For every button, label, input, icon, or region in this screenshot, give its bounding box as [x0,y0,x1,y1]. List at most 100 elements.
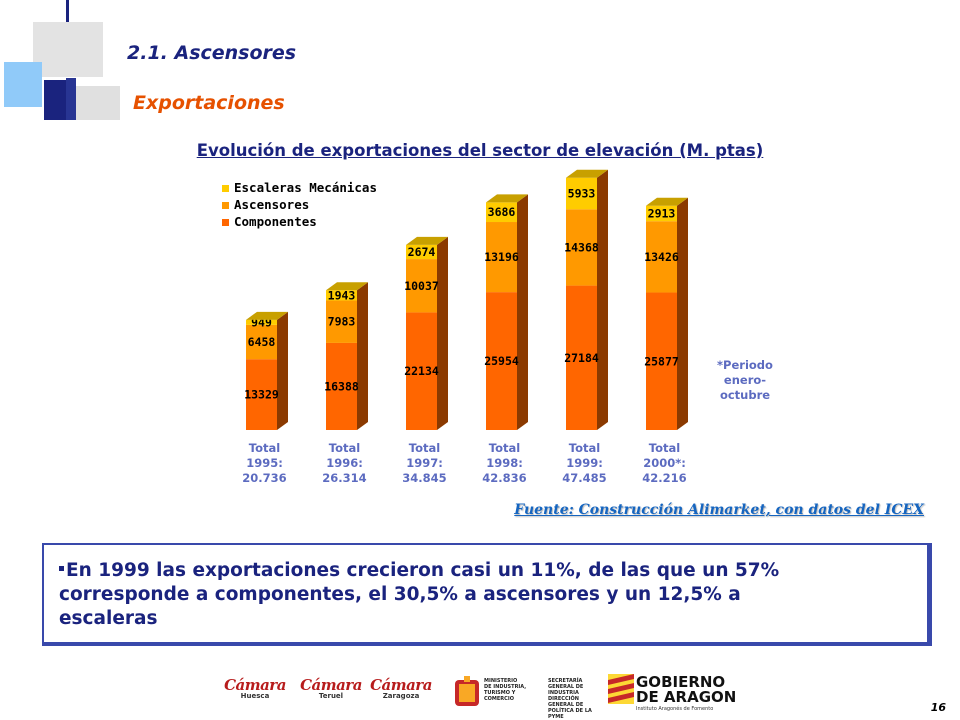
summary-line-1-text: En 1999 las exportaciones crecieron casi… [66,560,780,581]
bar-top-1999 [566,169,608,178]
legend-entry: Ascensores [234,197,309,212]
bar-escaleras-mecánicas-1997 [406,244,437,260]
total-label-line2: 1995: [246,456,283,470]
total-label-line3: 34.845 [402,471,447,485]
bar-side-1997 [437,236,448,430]
data-label: 13329 [244,388,279,402]
data-label: 25954 [484,354,519,368]
total-label-line2: 1998: [486,456,523,470]
data-label: 2674 [408,245,436,259]
data-label: 27184 [564,351,599,365]
period-note-line2: enero- [723,373,767,387]
data-label: 14368 [564,240,599,254]
bar-ascensores-1998 [486,222,517,293]
section-subtitle: Exportaciones [133,92,285,114]
aragon-line2: DE ARAGON [636,688,737,706]
data-label: 3686 [488,205,516,219]
total-label-line3: 42.216 [642,471,687,485]
footer-logos: Cámara Huesca Cámara Teruel Cámara Zarag… [220,672,920,720]
aragon-flag-icon [608,674,634,704]
data-label: 2913 [648,206,676,220]
bar-top-1997 [406,236,448,245]
bar-escaleras-mecánicas-1999 [566,177,597,210]
legend-swatch [222,219,229,226]
total-label: Total 1997: 34.845 [385,441,465,486]
bar-escaleras-mecánicas-1998 [486,202,517,223]
camara-zaragoza-logo: Cámara Zaragoza [366,676,436,700]
data-label: 13196 [484,250,519,264]
bar-componentes-1998 [486,292,517,430]
bar-ascensores-1999 [566,209,597,286]
period-note-line3: octubre [719,388,771,402]
bar-side-1996 [357,282,368,430]
data-label: 7983 [328,315,356,329]
total-label-line3: 26.314 [322,471,367,485]
period-note: *Periodo enero- octubre [700,358,790,403]
total-label: Total 1995: 20.736 [225,441,305,486]
ministry-line: DIRECCIÓN GENERAL DE [548,696,584,708]
total-label: Total 1998: 42.836 [465,441,545,486]
data-label: 13426 [644,250,679,264]
summary-box: En 1999 las exportaciones crecieron casi… [42,543,932,646]
ministry-line: INDUSTRIA [548,690,579,696]
data-label: 10037 [404,279,439,293]
ministry-line: POLÍTICA DE LA PYME [548,708,592,720]
camara-city: Zaragoza [382,692,420,700]
ministry-text-secondary: SECRETARÍA GENERAL DE INDUSTRIA DIRECCIÓ… [548,678,600,720]
total-label: Total 2000*: 42.216 [625,441,705,486]
camara-city: Teruel [318,692,344,700]
bar-ascensores-2000* [646,221,677,293]
gobierno-aragon-logo: GOBIERNO DE ARAGON Instituto Aragonés de… [608,674,768,714]
bar-side-2000* [677,197,688,430]
page-number: 16 [930,701,946,714]
total-label-line2: 1999: [566,456,603,470]
ministry-line: COMERCIO [484,696,514,702]
period-note-line1: *Periodo [717,358,773,372]
data-label: 25877 [644,354,679,368]
bar-ascensores-1997 [406,259,437,313]
stacked-bar-chart: 1332964589491638879831943221341003726742… [222,169,688,430]
ministry-line: DE INDUSTRIA, [484,684,527,690]
bar-componentes-1995 [246,359,277,430]
aragon-line1: GOBIERNO [636,673,726,691]
source-note: Fuente: Construcción Alimarket, con dato… [514,502,924,518]
data-label: 1943 [328,288,356,302]
total-label-line1: Total [248,441,281,455]
summary-line-1: En 1999 las exportaciones crecieron casi… [56,559,916,583]
bar-top-2000* [646,197,688,206]
corner-decoration [4,0,120,120]
total-label-line3: 47.485 [562,471,607,485]
camara-huesca-logo: Cámara Huesca [220,676,290,700]
camara-city: Huesca [240,692,270,700]
bar-componentes-1996 [326,342,357,430]
total-label-line1: Total [488,441,521,455]
ministry-line: SECRETARÍA GENERAL DE [548,678,584,690]
legend-entry: Escaleras Mecánicas [234,180,377,195]
bar-escaleras-mecánicas-1995 [246,319,277,325]
aragon-name: GOBIERNO DE ARAGON [636,675,736,705]
total-label: Total 1996: 26.314 [305,441,385,486]
bar-top-1996 [326,282,368,291]
total-label: Total 1999: 47.485 [545,441,625,486]
legend-swatch [222,202,229,209]
data-label: 22134 [404,364,439,378]
total-label-line1: Total [328,441,361,455]
bar-escaleras-mecánicas-2000* [646,205,677,222]
total-label-line1: Total [568,441,601,455]
bullet-icon [59,566,64,571]
bar-side-1995 [277,311,288,430]
ministry-text: MINISTERIO DE INDUSTRIA, TURISMO Y COMER… [484,678,526,702]
total-label-line2: 1997: [406,456,443,470]
ministry-line: TURISMO Y [484,690,516,696]
bar-side-1999 [597,169,608,430]
legend-entry: Componentes [234,214,317,229]
aragon-subtitle: Instituto Aragonés de Fomento [636,706,714,712]
camara-name: Cámara [370,676,432,694]
data-label: 5933 [568,186,596,200]
totals-row: Total 1995: 20.736 Total 1996: 26.314 Total 199… [0,441,960,491]
camara-name: Cámara [224,676,286,694]
ministry-logo: MINISTERIO DE INDUSTRIA, TURISMO Y COMER… [452,676,600,720]
chart-title: Evolución de exportaciones del sector de… [196,141,764,160]
bar-ascensores-1995 [246,324,277,360]
ministry-line: MINISTERIO [484,678,518,684]
